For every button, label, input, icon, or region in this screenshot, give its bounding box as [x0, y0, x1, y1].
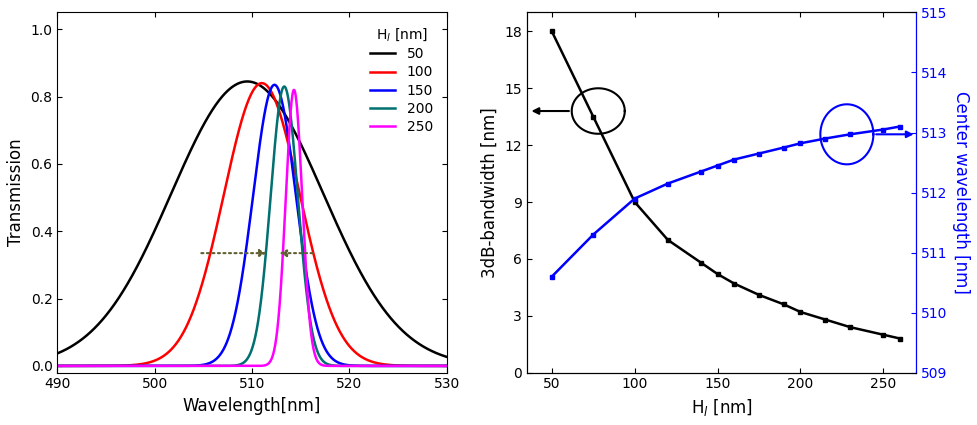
250 — [434, 363, 446, 368]
150 — [434, 363, 446, 368]
150 — [96, 363, 107, 368]
100 — [434, 363, 446, 368]
50 — [441, 354, 452, 360]
50 — [434, 352, 446, 357]
150 — [52, 363, 64, 368]
Line: 100: 100 — [58, 83, 446, 366]
200 — [392, 363, 404, 368]
50 — [201, 116, 213, 122]
150 — [201, 362, 213, 367]
50 — [52, 351, 64, 356]
150 — [392, 363, 404, 368]
200 — [201, 363, 213, 368]
150 — [269, 82, 280, 88]
50 — [119, 286, 131, 291]
100 — [201, 265, 213, 270]
200 — [278, 84, 290, 89]
X-axis label: Wavelength[nm]: Wavelength[nm] — [183, 397, 321, 415]
100 — [119, 363, 131, 368]
100 — [96, 363, 107, 368]
250 — [119, 363, 131, 368]
Line: 150: 150 — [58, 85, 446, 366]
Y-axis label: Transmission: Transmission — [7, 139, 25, 246]
Legend: 50, 100, 150, 200, 250: 50, 100, 150, 200, 250 — [363, 20, 440, 141]
150 — [218, 347, 230, 352]
250 — [201, 363, 213, 368]
250 — [218, 363, 230, 368]
200 — [441, 363, 452, 368]
200 — [52, 363, 64, 368]
100 — [392, 363, 404, 368]
Y-axis label: 3dB-bandwidth [nm]: 3dB-bandwidth [nm] — [481, 107, 499, 278]
200 — [434, 363, 446, 368]
200 — [218, 363, 230, 368]
250 — [288, 87, 300, 92]
250 — [96, 363, 107, 368]
Y-axis label: Center wavelength [nm]: Center wavelength [nm] — [952, 91, 970, 294]
X-axis label: H$_l$ [nm]: H$_l$ [nm] — [691, 397, 752, 418]
250 — [52, 363, 64, 368]
200 — [119, 363, 131, 368]
150 — [441, 363, 452, 368]
100 — [52, 363, 64, 368]
100 — [256, 81, 268, 86]
250 — [441, 363, 452, 368]
Line: 50: 50 — [58, 82, 446, 357]
50 — [96, 318, 107, 323]
Line: 250: 250 — [58, 90, 446, 366]
50 — [392, 323, 404, 328]
50 — [218, 92, 230, 97]
100 — [441, 363, 452, 368]
150 — [119, 363, 131, 368]
250 — [392, 363, 404, 368]
50 — [241, 79, 253, 84]
200 — [96, 363, 107, 368]
100 — [218, 193, 230, 198]
Line: 200: 200 — [58, 87, 446, 366]
